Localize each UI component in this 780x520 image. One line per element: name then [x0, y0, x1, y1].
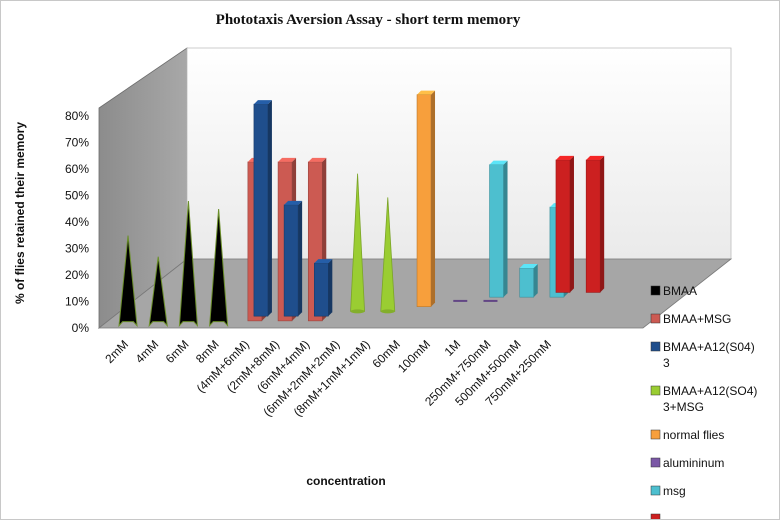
chart-bar [585, 155, 605, 293]
x-axis-title: concentration [306, 474, 385, 488]
x-tick-label: 2mM [102, 337, 131, 366]
y-tick-label: 10% [65, 295, 89, 309]
y-tick-label: 40% [65, 215, 89, 229]
x-tick-label: 100mM [395, 337, 433, 375]
chart-legend: BMAA BMAA+MSG BMAA+A12(S04) 3 BMAA+A12(SO4) 3… [650, 284, 757, 519]
x-axis-ticks: 2mM 4mM 6mM 8mM(4mM+6mM)(2mM+8mM)(6mM+4mM)(… [102, 337, 554, 419]
chart-bar [380, 197, 396, 314]
legend-swatch [650, 429, 661, 440]
y-tick-label: 30% [65, 242, 89, 256]
chart-bar [209, 208, 229, 328]
legend-label: msg [663, 484, 686, 498]
y-tick-label: 80% [65, 109, 89, 123]
y-tick-label: 70% [65, 136, 89, 150]
chart-bar [453, 299, 468, 302]
x-tick-label: 6mM [163, 337, 192, 366]
legend-label: alumininum [663, 456, 724, 470]
legend-label: 3+MSG [663, 400, 704, 414]
y-tick-label: 60% [65, 162, 89, 176]
chart-bar [416, 90, 436, 307]
x-tick-label: 4mM [133, 337, 162, 366]
legend-label: BMAA+A12(S04) [663, 340, 755, 354]
chart-bar [483, 299, 498, 302]
chart-bar [178, 201, 199, 328]
chart-title: Phototaxis Aversion Assay - short term m… [216, 12, 521, 28]
chart-bars [118, 90, 605, 328]
y-tick-label: 0% [72, 321, 90, 335]
chart-bar [148, 256, 168, 328]
legend-swatch [650, 341, 661, 352]
legend-swatch [650, 457, 661, 468]
chart-bar [489, 160, 508, 298]
x-tick-label: 1M [442, 337, 464, 359]
legend-label: BMAA+A12(SO4) [663, 384, 757, 398]
chart-bar [118, 235, 138, 328]
chart-bar [555, 155, 574, 293]
legend-swatch [650, 285, 661, 296]
legend-swatch [650, 513, 661, 519]
chart-bar [350, 173, 365, 314]
y-axis-ticks: 0% 10% 20% 30% 40% 50% 60% 70% 80% [65, 109, 89, 335]
legend-swatch [650, 485, 661, 496]
legend-label: BMAA [663, 284, 697, 298]
y-tick-label: 50% [65, 189, 89, 203]
legend-label: normal flies [663, 428, 724, 442]
legend-label: BMAA+MSG [663, 312, 731, 326]
chart-bar [314, 259, 333, 317]
chart-bar [283, 200, 303, 317]
y-tick-label: 20% [65, 268, 89, 282]
chart-bar [253, 100, 272, 317]
y-axis-title: % of flies retained their memory [13, 122, 27, 304]
legend-swatch [650, 385, 661, 396]
chart-bar [519, 264, 538, 298]
legend-label: 3 [663, 356, 670, 370]
legend-swatch [650, 313, 661, 324]
